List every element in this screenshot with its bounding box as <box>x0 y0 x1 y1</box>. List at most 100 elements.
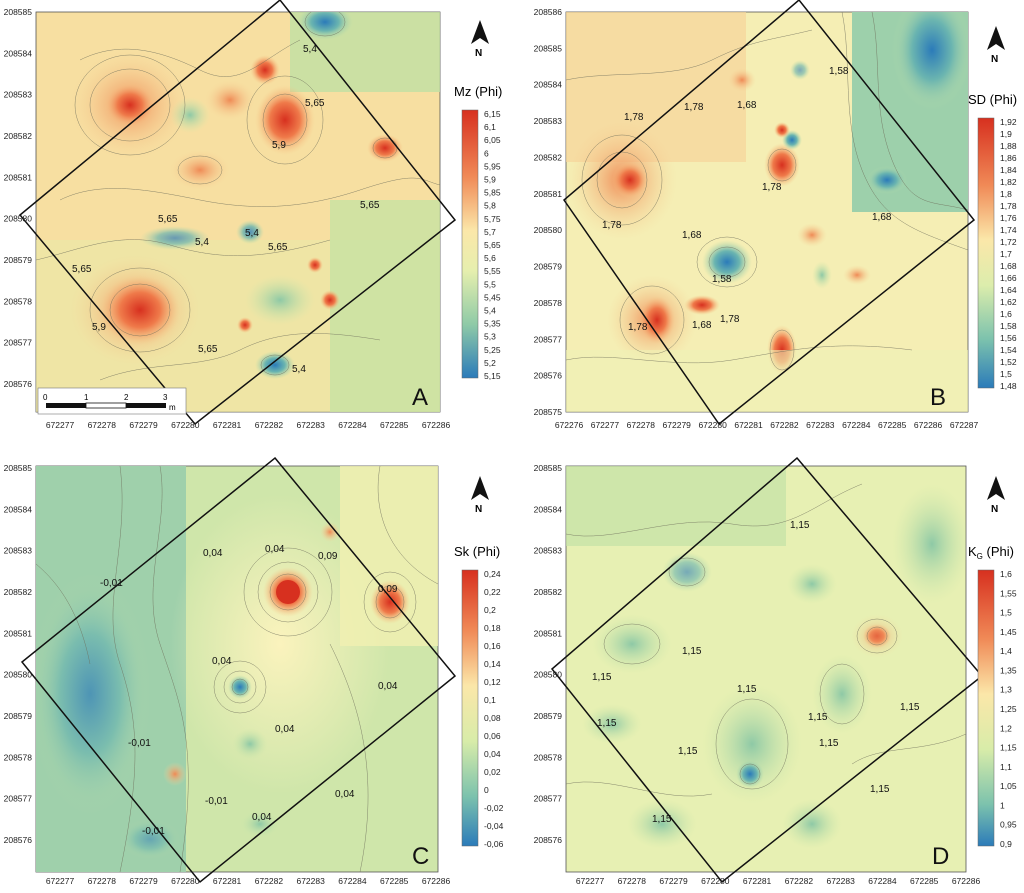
x-tick-label: 672280 <box>701 876 730 886</box>
y-tick-label: 208578 <box>4 752 33 762</box>
legend-value: 0 <box>484 785 489 795</box>
y-tick-label: 208582 <box>534 152 563 162</box>
contour-label: 1,15 <box>678 746 698 757</box>
x-tick-label: 672280 <box>698 420 727 430</box>
panel-c: -0,01 0,04 0,04 0,09 0,09 0,04 0,04 0,04… <box>0 444 512 888</box>
y-tick-label: 208577 <box>534 794 563 804</box>
y-tick-label: 208575 <box>534 407 563 417</box>
x-tick-label: 672286 <box>422 876 451 886</box>
contour-label: 1,78 <box>720 314 740 325</box>
legend-value: 6,05 <box>484 135 501 145</box>
x-tick-label: 672277 <box>591 420 620 430</box>
x-tick-label: 672281 <box>743 876 772 886</box>
contour-labels-a: 5,4 5,65 5,9 5,65 5,65 5,4 5,4 5,65 5,65… <box>72 44 380 375</box>
legend-value: 0,9 <box>1000 839 1012 849</box>
x-tick-label: 672278 <box>627 420 656 430</box>
x-tick-label: 672278 <box>618 876 647 886</box>
y-tick-label: 208582 <box>4 587 33 597</box>
legend-value: 1,82 <box>1000 177 1017 187</box>
x-tick-label: 672279 <box>129 420 158 430</box>
legend-value: 5,8 <box>484 201 496 211</box>
contour-labels-c: -0,01 0,04 0,04 0,09 0,09 0,04 0,04 0,04… <box>100 544 398 837</box>
y-tick-label: 208583 <box>534 546 563 556</box>
map-c <box>20 456 457 884</box>
scale-unit: m <box>169 403 176 412</box>
legend-value: 1,45 <box>1000 627 1017 637</box>
y-tick-label: 208581 <box>4 172 33 182</box>
legend-value: 1,9 <box>1000 129 1012 139</box>
contour-label: 1,15 <box>808 712 828 723</box>
legend-value: 0,08 <box>484 713 501 723</box>
x-tick-label: 672284 <box>842 420 871 430</box>
x-tick-label: 672279 <box>663 420 692 430</box>
panel-letter: A <box>412 384 428 411</box>
legend-value: -0,02 <box>484 803 504 813</box>
contour-label: 1,78 <box>628 322 648 333</box>
legend-value: 1,5 <box>1000 369 1012 379</box>
y-tick-label: 208579 <box>534 711 563 721</box>
legend-value: -0,04 <box>484 821 504 831</box>
legend-value: 5,45 <box>484 292 501 302</box>
legend-value: 5,2 <box>484 358 496 368</box>
legend-value: 5,85 <box>484 188 501 198</box>
legend-colorbar <box>977 569 995 847</box>
north-arrow-icon: N <box>987 26 1005 65</box>
y-tick-label: 208581 <box>4 628 33 638</box>
x-tick-label: 672277 <box>46 876 75 886</box>
contour-label: 1,68 <box>692 320 712 331</box>
survey-area-outline <box>562 0 976 426</box>
legend-colorbar <box>461 569 479 847</box>
scale-tick: 3 <box>163 393 168 402</box>
legend-value: 0,14 <box>484 659 501 669</box>
legend-value: 1,56 <box>1000 333 1017 343</box>
legend-value: 0,95 <box>1000 820 1017 830</box>
y-tick-label: 208583 <box>534 116 563 126</box>
contour-label: 0,09 <box>378 584 398 595</box>
y-tick-label: 208580 <box>534 225 563 235</box>
scale-tick: 0 <box>43 393 48 402</box>
legend-colorbar <box>461 109 479 379</box>
contour-label: 1,15 <box>900 702 920 713</box>
panel-a: 5,4 5,65 5,9 5,65 5,65 5,4 5,4 5,65 5,65… <box>0 0 512 444</box>
x-tick-label: 672285 <box>910 876 939 886</box>
legend-value: 1,72 <box>1000 237 1017 247</box>
x-tick-label: 672285 <box>380 876 409 886</box>
contour-label: 1,78 <box>602 220 622 231</box>
y-tick-label: 208586 <box>534 7 563 17</box>
panel-d: 1,15 1,15 1,15 1,15 1,15 1,15 1,15 1,15 … <box>512 444 1024 888</box>
legend-value: 0,02 <box>484 767 501 777</box>
contour-label: 5,65 <box>72 264 92 275</box>
x-tick-label: 672284 <box>868 876 897 886</box>
legend-value: 5,75 <box>484 214 501 224</box>
contour-label: 5,9 <box>272 140 286 151</box>
x-tick-label: 672276 <box>555 420 584 430</box>
contour-label: 1,58 <box>712 274 732 285</box>
contour-label: 0,04 <box>378 681 398 692</box>
legend-value: 5,3 <box>484 332 496 342</box>
x-tick-label: 672283 <box>296 420 325 430</box>
legend-value: 1,78 <box>1000 201 1017 211</box>
legend-value: 6,1 <box>484 122 496 132</box>
svg-text:N: N <box>475 504 482 515</box>
legend-value: 0,2 <box>484 605 496 615</box>
legend-value: 1,2 <box>1000 723 1012 733</box>
y-tick-label: 208576 <box>4 379 33 389</box>
contour-label: 1,68 <box>737 100 757 111</box>
panel-letter: B <box>930 384 946 411</box>
legend-value: 1,48 <box>1000 381 1017 391</box>
legend-value: 0,16 <box>484 641 501 651</box>
legend-value: 1,92 <box>1000 117 1017 127</box>
contour-label: -0,01 <box>142 826 165 837</box>
contour-label: 0,04 <box>335 789 355 800</box>
legend-value: 1,62 <box>1000 297 1017 307</box>
contour-label: 5,4 <box>303 44 317 55</box>
legend-value: 1,58 <box>1000 321 1017 331</box>
contour-label: 1,58 <box>829 66 849 77</box>
scale-tick: 2 <box>124 393 129 402</box>
x-tick-label: 672283 <box>296 876 325 886</box>
x-tick-label: 672285 <box>878 420 907 430</box>
x-tick-label: 672281 <box>213 420 242 430</box>
map-b <box>562 0 976 426</box>
legend-value: 1,52 <box>1000 357 1017 367</box>
legend-value: 1,74 <box>1000 225 1017 235</box>
